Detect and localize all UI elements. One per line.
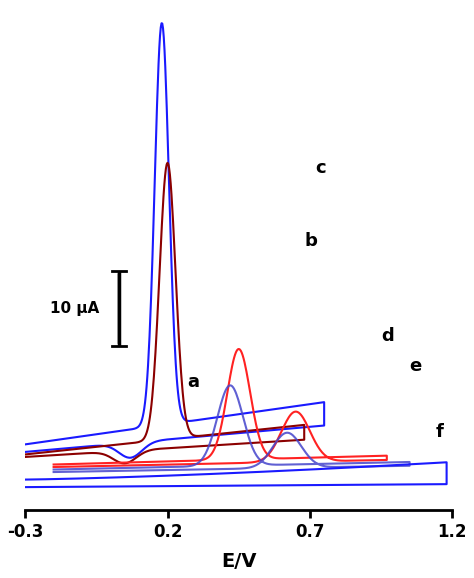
X-axis label: E/V: E/V [221,552,256,571]
Text: b: b [304,232,317,250]
Text: d: d [381,327,394,345]
Text: f: f [435,423,443,441]
Text: 10 μA: 10 μA [50,301,99,316]
Text: a: a [187,373,200,391]
Text: e: e [410,357,422,376]
Text: c: c [316,159,326,177]
